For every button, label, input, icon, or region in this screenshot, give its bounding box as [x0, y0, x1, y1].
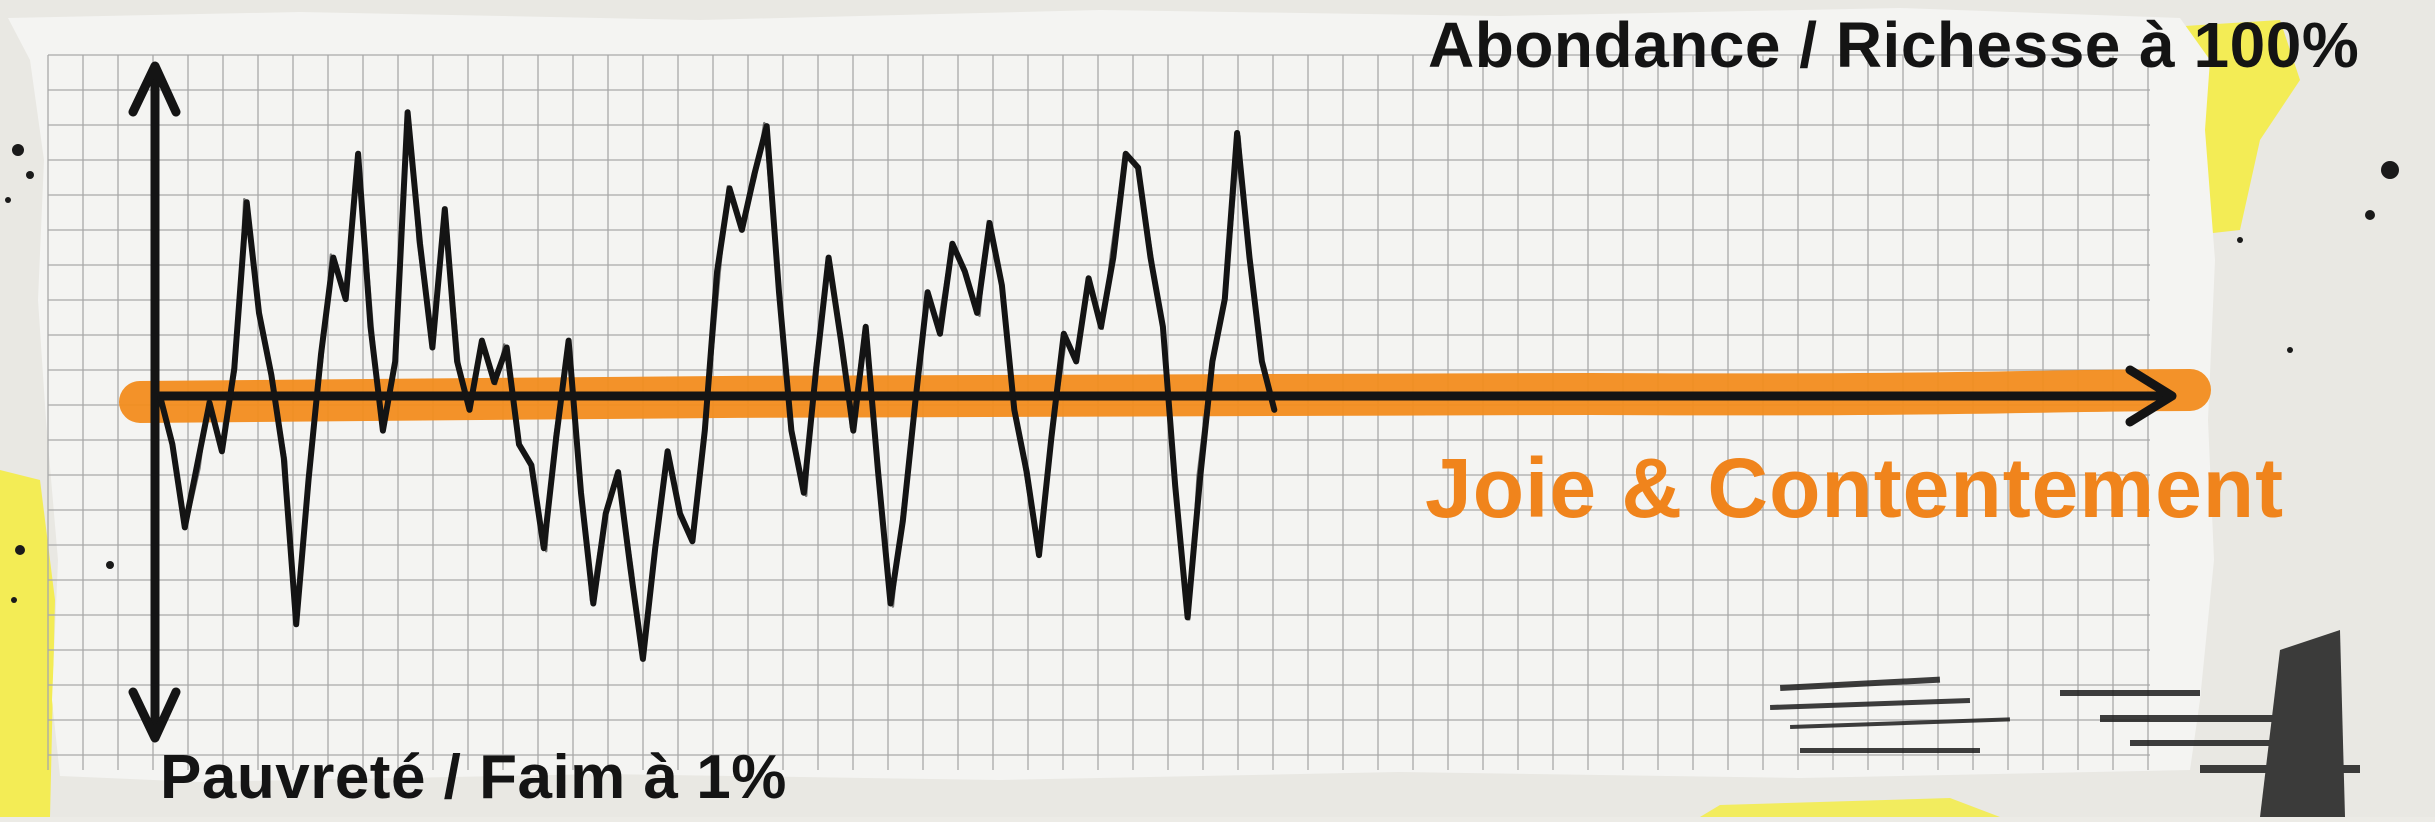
baseline-label: Joie & Contentement	[1425, 441, 2285, 535]
y-axis-arrow-top	[128, 61, 181, 117]
y-axis-arrow-bottom	[128, 687, 181, 743]
top-axis-label: Abondance / Richesse à 100%	[1428, 9, 2360, 81]
axes	[128, 61, 2177, 743]
yellow-highlight-left	[0, 470, 55, 817]
bottom-axis-label: Pauvreté / Faim à 1%	[160, 743, 787, 812]
x-axis-arrow-right	[2125, 365, 2177, 427]
yellow-highlight-bottom	[1700, 798, 2000, 817]
ink-splatter-decoration	[5, 144, 2399, 603]
series-line-sketch	[156, 113, 1278, 659]
ink-texture-bottom-right	[1770, 630, 2360, 817]
